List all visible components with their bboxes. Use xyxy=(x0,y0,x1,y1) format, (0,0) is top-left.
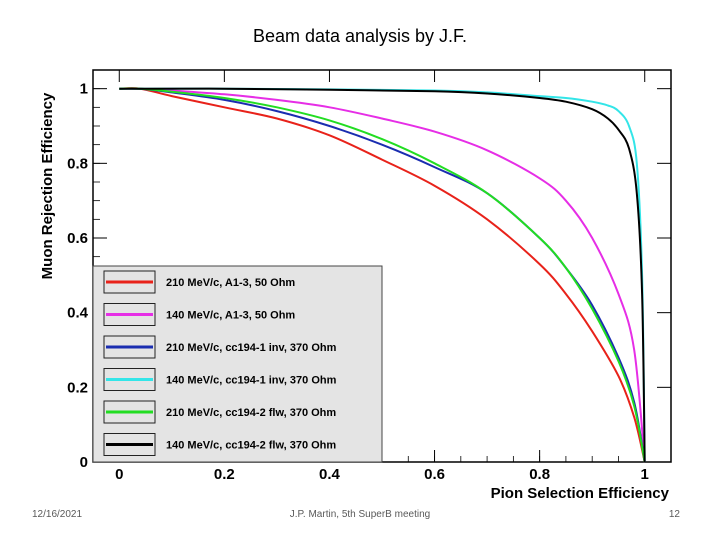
y-axis-label: Muon Rejection Efficiency xyxy=(39,92,56,279)
x-tick-label: 1 xyxy=(641,466,649,483)
x-tick-label: 0.2 xyxy=(214,466,235,483)
legend-label: 140 MeV/c, cc194-1 inv, 370 Ohm xyxy=(166,375,337,387)
series-lines xyxy=(119,87,646,463)
x-tick-label: 0 xyxy=(115,466,123,483)
legend-label: 210 MeV/c, cc194-1 inv, 370 Ohm xyxy=(166,342,337,354)
slide-title: Beam data analysis by J.F. xyxy=(252,26,468,46)
footer-date: 12/16/2021 xyxy=(32,509,83,520)
y-tick-label: 0.2 xyxy=(67,379,88,396)
x-tick-label: 0.8 xyxy=(529,466,550,483)
series-line-6 xyxy=(119,87,646,463)
y-tick-label: 1 xyxy=(80,81,88,98)
page-number: 12 xyxy=(668,509,680,520)
x-axis-label: Pion Selection Efficiency xyxy=(491,485,670,502)
series-line-2 xyxy=(119,87,646,463)
legend-label: 140 MeV/c, cc194-2 flw, 370 Ohm xyxy=(166,440,336,452)
y-tick-label: 0.4 xyxy=(67,305,89,322)
legend-label: 140 MeV/c, A1-3, 50 Ohm xyxy=(166,310,295,322)
y-tick-label: 0.8 xyxy=(67,155,88,172)
series-line-3 xyxy=(119,87,646,463)
y-tick-label: 0.6 xyxy=(67,230,88,247)
legend-label: 210 MeV/c, cc194-2 flw, 370 Ohm xyxy=(166,407,336,419)
series-line-5 xyxy=(119,87,646,463)
x-tick-label: 0.6 xyxy=(424,466,445,483)
footer-presenter: J.P. Martin, 5th SuperB meeting xyxy=(289,509,431,520)
y-tick-label: 0 xyxy=(80,454,88,471)
legend: 210 MeV/c, A1-3, 50 Ohm 140 MeV/c, A1-3, … xyxy=(92,265,383,463)
x-tick-label: 0.4 xyxy=(319,466,341,483)
legend-box xyxy=(92,265,383,463)
legend-label: 210 MeV/c, A1-3, 50 Ohm xyxy=(166,277,295,289)
series-line-1 xyxy=(119,87,646,463)
